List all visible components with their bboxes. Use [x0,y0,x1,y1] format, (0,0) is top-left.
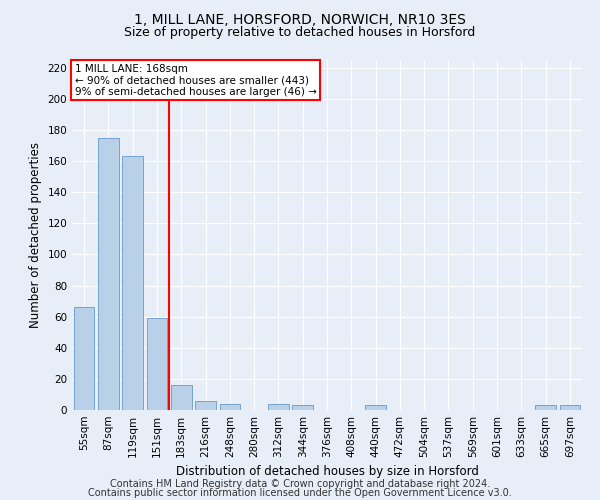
Text: 1 MILL LANE: 168sqm
← 90% of detached houses are smaller (443)
9% of semi-detach: 1 MILL LANE: 168sqm ← 90% of detached ho… [74,64,316,96]
Text: Size of property relative to detached houses in Horsford: Size of property relative to detached ho… [124,26,476,39]
Bar [146,318,167,410]
Text: Contains public sector information licensed under the Open Government Licence v3: Contains public sector information licen… [88,488,512,498]
Bar [535,406,556,410]
Y-axis label: Number of detached properties: Number of detached properties [29,142,42,328]
Bar [560,406,580,410]
Bar [195,400,216,410]
Bar [365,406,386,410]
Bar [74,308,94,410]
Bar [292,406,313,410]
Bar [98,138,119,410]
Bar [268,404,289,410]
Bar [122,156,143,410]
Text: 1, MILL LANE, HORSFORD, NORWICH, NR10 3ES: 1, MILL LANE, HORSFORD, NORWICH, NR10 3E… [134,12,466,26]
X-axis label: Distribution of detached houses by size in Horsford: Distribution of detached houses by size … [176,466,478,478]
Bar [220,404,240,410]
Text: Contains HM Land Registry data © Crown copyright and database right 2024.: Contains HM Land Registry data © Crown c… [110,479,490,489]
Bar [171,385,191,410]
